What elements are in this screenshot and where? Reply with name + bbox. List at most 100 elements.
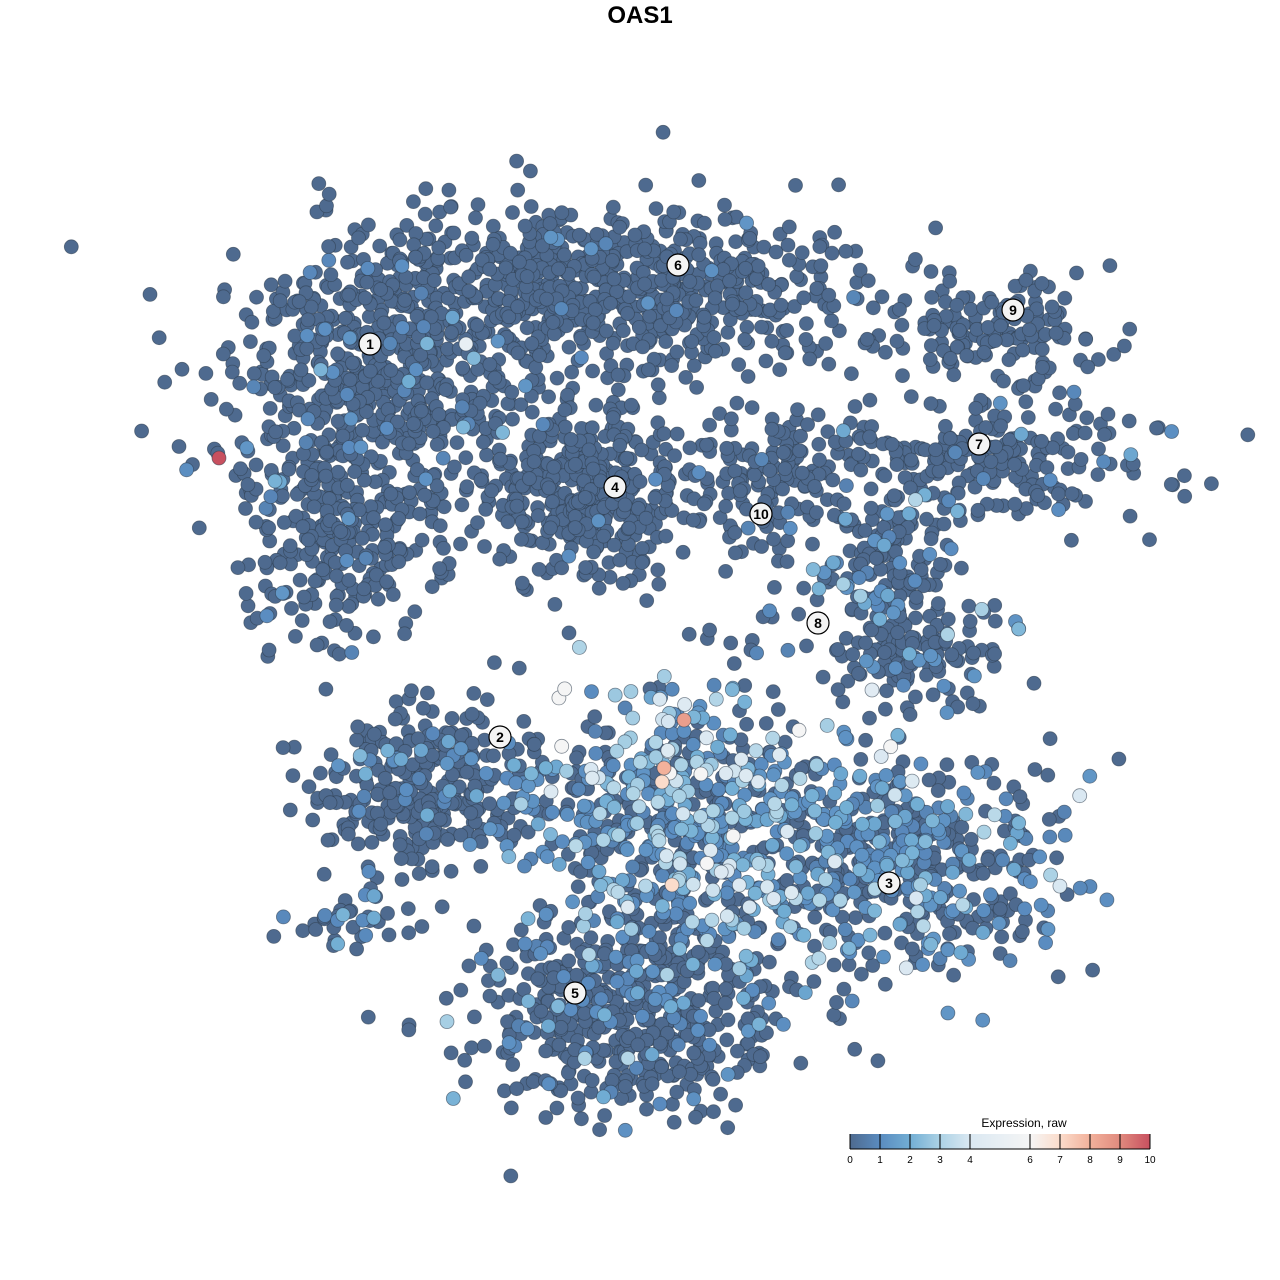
- data-point: [458, 1074, 473, 1090]
- data-point: [360, 217, 376, 233]
- data-point: [827, 224, 842, 240]
- data-point: [619, 842, 635, 858]
- data-point: [315, 562, 331, 578]
- data-point: [597, 1108, 612, 1123]
- data-point: [824, 313, 839, 329]
- data-point: [366, 888, 382, 904]
- data-point: [605, 758, 621, 773]
- data-point: [892, 301, 907, 317]
- data-point: [274, 585, 290, 601]
- data-point: [638, 878, 653, 894]
- data-point: [362, 363, 378, 379]
- data-point: [397, 292, 413, 308]
- data-point: [492, 451, 508, 467]
- cluster-label-text: 5: [571, 985, 579, 1001]
- data-point: [401, 485, 417, 500]
- data-point: [811, 581, 827, 597]
- data-point: [517, 936, 533, 952]
- data-point: [719, 440, 735, 456]
- data-point: [298, 435, 314, 450]
- data-point: [836, 496, 852, 512]
- data-point: [796, 927, 812, 943]
- data-point: [669, 303, 684, 318]
- data-point: [1123, 447, 1139, 463]
- data-point: [567, 520, 583, 535]
- data-point: [597, 1007, 612, 1023]
- data-point: [647, 991, 663, 1007]
- data-point: [453, 536, 468, 552]
- data-point: [828, 815, 843, 830]
- data-point: [740, 520, 756, 536]
- data-point: [588, 746, 604, 761]
- data-point: [874, 780, 890, 796]
- data-point: [462, 837, 478, 852]
- data-point: [863, 481, 879, 497]
- data-point: [203, 391, 219, 407]
- data-point: [380, 906, 395, 921]
- data-point: [612, 219, 628, 235]
- data-point: [751, 856, 767, 871]
- data-point: [330, 346, 346, 362]
- data-point: [409, 462, 425, 478]
- data-point: [1048, 401, 1063, 417]
- data-point: [693, 1008, 708, 1024]
- data-point: [506, 757, 522, 773]
- data-point: [664, 358, 679, 374]
- data-point: [1064, 532, 1079, 548]
- data-point: [603, 295, 618, 311]
- data-point: [358, 766, 374, 782]
- data-point: [1056, 804, 1072, 820]
- data-point: [811, 436, 827, 452]
- data-point: [1038, 935, 1053, 951]
- data-point: [895, 368, 910, 384]
- data-point: [717, 211, 733, 227]
- data-point: [359, 274, 375, 290]
- data-point: [424, 859, 440, 874]
- data-point: [728, 234, 744, 250]
- data-point: [413, 742, 429, 758]
- data-point: [750, 258, 766, 274]
- data-point: [812, 452, 827, 468]
- data-point: [340, 254, 355, 270]
- data-point: [632, 754, 648, 770]
- data-point: [267, 473, 283, 489]
- data-point: [538, 906, 554, 922]
- data-point: [383, 362, 399, 378]
- data-point: [561, 339, 577, 355]
- data-point: [732, 483, 748, 499]
- data-point: [617, 1122, 633, 1138]
- data-point: [325, 364, 341, 380]
- data-point: [503, 1100, 519, 1116]
- data-point: [301, 372, 317, 388]
- data-point: [568, 456, 583, 472]
- data-point: [280, 371, 295, 387]
- data-point: [1079, 410, 1095, 426]
- data-point: [943, 541, 959, 557]
- data-point: [922, 351, 938, 367]
- data-point: [538, 1043, 554, 1059]
- legend-tick-label: 0: [847, 1155, 853, 1166]
- data-point: [919, 511, 934, 527]
- data-point: [501, 1035, 517, 1051]
- data-point: [870, 1053, 886, 1069]
- data-point: [405, 194, 421, 210]
- data-point: [225, 246, 241, 262]
- data-point: [805, 536, 820, 552]
- data-point: [535, 416, 551, 432]
- data-point: [892, 916, 908, 932]
- data-point: [860, 273, 876, 289]
- data-point: [946, 367, 962, 383]
- data-point: [808, 826, 824, 841]
- data-point: [1015, 378, 1031, 394]
- data-point: [373, 816, 389, 832]
- data-point: [542, 216, 558, 232]
- data-point: [157, 374, 173, 390]
- data-point: [852, 768, 868, 784]
- data-point: [584, 684, 599, 699]
- data-point: [341, 287, 357, 303]
- data-point: [635, 1008, 650, 1024]
- data-point: [569, 750, 584, 766]
- data-point: [830, 642, 846, 657]
- data-point: [549, 370, 565, 386]
- data-point: [656, 426, 672, 442]
